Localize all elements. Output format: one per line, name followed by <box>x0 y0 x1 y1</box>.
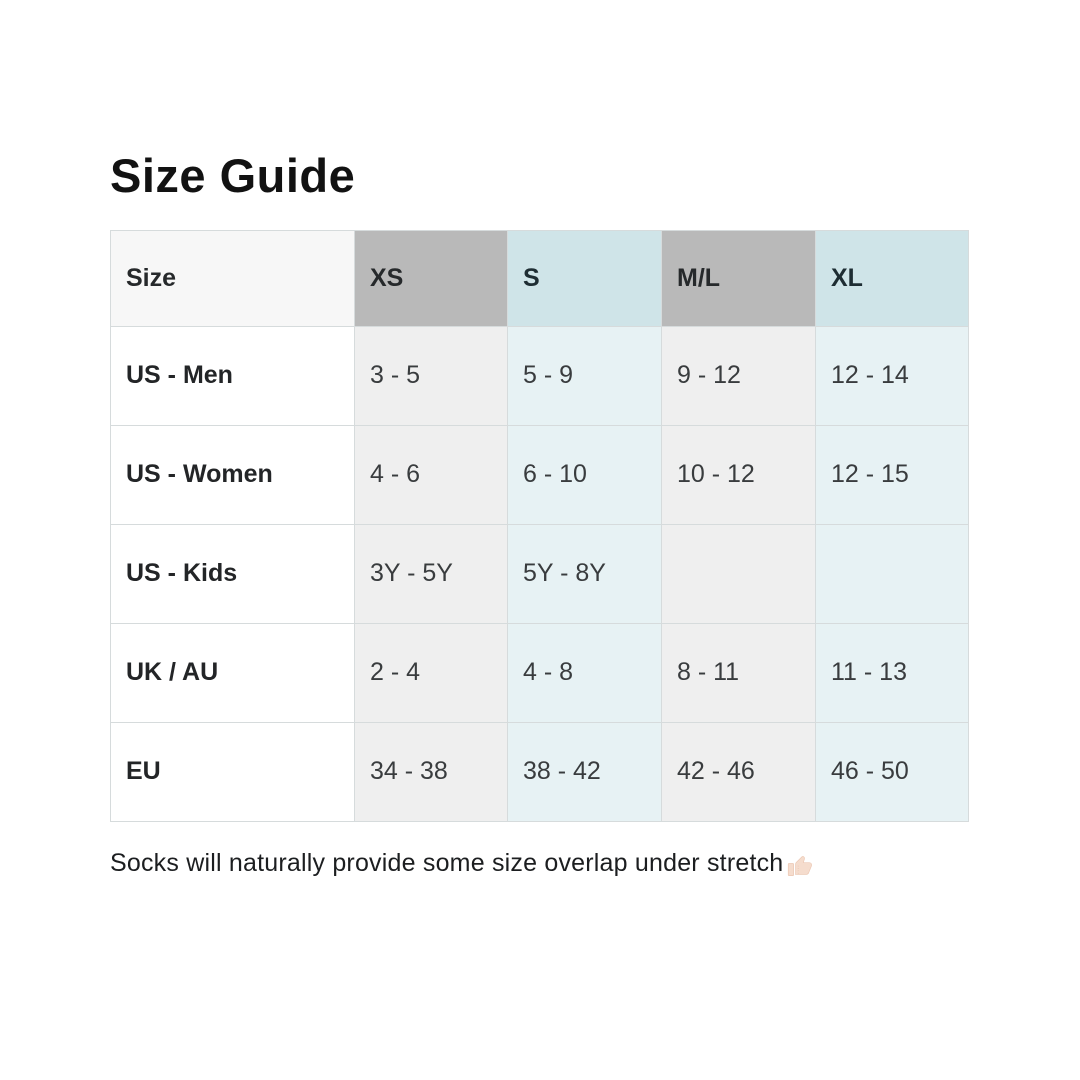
header-cell-xs: XS <box>354 229 508 327</box>
row-label-uk-au: UK / AU <box>110 622 355 723</box>
cell-us-men-xl: 12 - 14 <box>815 325 969 426</box>
cell-us-kids-xs: 3Y - 5Y <box>354 523 508 624</box>
footnote: Socks will naturally provide some size o… <box>110 849 968 878</box>
header-row: Size XS S M/L XL <box>110 229 969 327</box>
cell-eu-xl: 46 - 50 <box>815 721 969 822</box>
table-row-us-women: US - Women 4 - 6 6 - 10 10 - 12 12 - 15 <box>110 424 969 525</box>
thumbs-up-icon <box>787 852 814 879</box>
header-cell-s: S <box>507 229 662 327</box>
cell-us-kids-s: 5Y - 8Y <box>507 523 662 624</box>
cell-uk-au-ml: 8 - 11 <box>661 622 816 723</box>
cell-eu-ml: 42 - 46 <box>661 721 816 822</box>
cell-uk-au-xl: 11 - 13 <box>815 622 969 723</box>
row-label-us-women: US - Women <box>110 424 355 525</box>
cell-us-men-ml: 9 - 12 <box>661 325 816 426</box>
size-guide-table: Size XS S M/L XL US - Men 3 - 5 5 - 9 9 … <box>110 229 969 822</box>
header-cell-xl: XL <box>815 229 969 327</box>
table-row-uk-au: UK / AU 2 - 4 4 - 8 8 - 11 11 - 13 <box>110 622 969 723</box>
table-row-us-kids: US - Kids 3Y - 5Y 5Y - 8Y <box>110 523 969 624</box>
row-label-us-men: US - Men <box>110 325 355 426</box>
cell-uk-au-xs: 2 - 4 <box>354 622 508 723</box>
cell-us-women-xs: 4 - 6 <box>354 424 508 525</box>
cell-us-women-xl: 12 - 15 <box>815 424 969 525</box>
cell-us-kids-xl <box>815 523 969 624</box>
cell-us-men-s: 5 - 9 <box>507 325 662 426</box>
header-cell-ml: M/L <box>661 229 816 327</box>
table-row-eu: EU 34 - 38 38 - 42 42 - 46 46 - 50 <box>110 721 969 822</box>
cell-uk-au-s: 4 - 8 <box>507 622 662 723</box>
page-title: Size Guide <box>110 149 356 202</box>
cell-us-women-ml: 10 - 12 <box>661 424 816 525</box>
cell-us-kids-ml <box>661 523 816 624</box>
cell-us-men-xs: 3 - 5 <box>354 325 508 426</box>
cell-eu-xs: 34 - 38 <box>354 721 508 822</box>
header-cell-size: Size <box>110 229 355 327</box>
row-label-eu: EU <box>110 721 355 822</box>
footnote-text: Socks will naturally provide some size o… <box>110 848 784 877</box>
table-row-us-men: US - Men 3 - 5 5 - 9 9 - 12 12 - 14 <box>110 325 969 426</box>
cell-us-women-s: 6 - 10 <box>507 424 662 525</box>
row-label-us-kids: US - Kids <box>110 523 355 624</box>
cell-eu-s: 38 - 42 <box>507 721 662 822</box>
